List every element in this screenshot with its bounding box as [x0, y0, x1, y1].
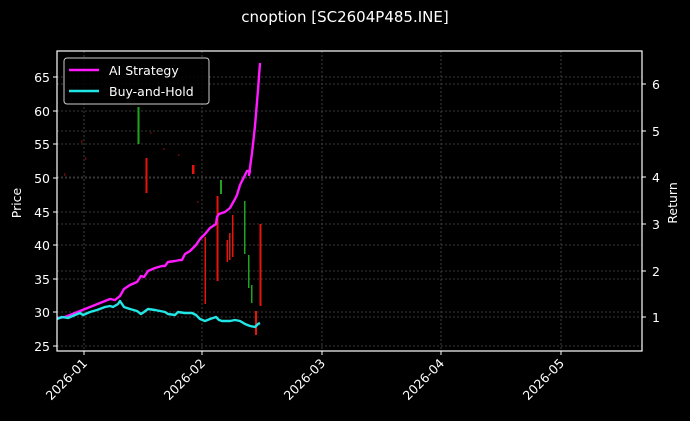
y-tick-35: 35 — [34, 272, 50, 287]
legend-label-ai-strategy: AI Strategy — [109, 63, 179, 78]
legend: AI Strategy Buy-and-Hold — [63, 57, 210, 105]
ai-strategy-line — [56, 62, 262, 320]
y-tick-65: 65 — [34, 70, 50, 85]
right-axis-labels: 6 5 4 3 2 1 — [652, 77, 660, 325]
y-right-tick-2: 2 — [652, 264, 660, 279]
y-right-tick-6: 6 — [652, 77, 660, 92]
left-axis-labels: 65 60 55 50 45 40 35 30 25 — [34, 70, 50, 354]
y-tick-40: 40 — [34, 238, 50, 253]
x-axis-labels: 2026-01 2026-02 2026-03 2026-04 2026-05 — [43, 355, 568, 403]
legend-label-buy-and-hold: Buy-and-Hold — [109, 84, 194, 99]
y-tick-25: 25 — [34, 339, 50, 354]
y-tick-55: 55 — [34, 137, 50, 152]
y-right-tick-1: 1 — [652, 310, 660, 325]
chart-title: cnoption [SC2604P485.INE] — [241, 8, 449, 26]
faint-candles — [64, 132, 199, 203]
y-right-tick-4: 4 — [652, 170, 660, 185]
y-tick-45: 45 — [34, 205, 50, 220]
y-right-tick-3: 3 — [652, 217, 660, 232]
plot-frame — [56, 50, 643, 352]
left-axis-ticks — [53, 76, 57, 347]
right-axis-ticks — [642, 83, 646, 318]
x-tick-2026-04: 2026-04 — [400, 355, 448, 403]
x-axis-ticks — [83, 351, 562, 355]
y-axis-label: Price — [9, 187, 24, 218]
buy-and-hold-line — [56, 299, 261, 329]
y-tick-50: 50 — [34, 171, 50, 186]
y-right-tick-5: 5 — [652, 124, 660, 139]
candlesticks — [137, 107, 262, 335]
y-right-axis-label: Return — [665, 182, 680, 223]
y-tick-30: 30 — [34, 305, 50, 320]
x-tick-2026-03: 2026-03 — [281, 356, 329, 404]
x-tick-2026-01: 2026-01 — [43, 356, 91, 404]
x-tick-2026-05: 2026-05 — [520, 356, 568, 404]
y-tick-60: 60 — [34, 104, 50, 119]
x-tick-2026-02: 2026-02 — [161, 356, 209, 404]
